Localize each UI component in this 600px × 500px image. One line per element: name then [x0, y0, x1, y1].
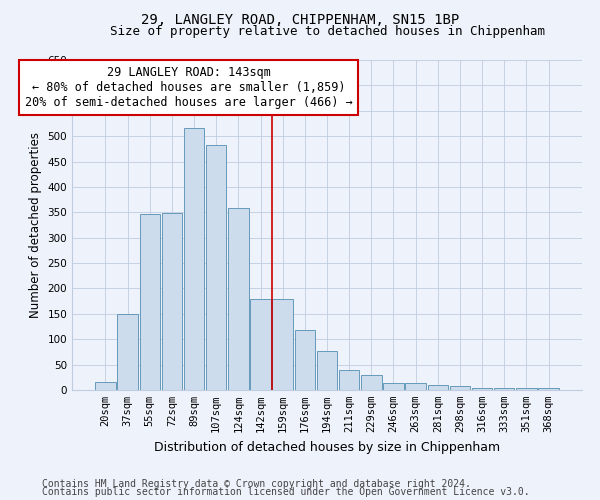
Bar [95, 382, 116, 390]
Text: Contains HM Land Registry data © Crown copyright and database right 2024.: Contains HM Land Registry data © Crown c… [42, 479, 471, 489]
Bar [295, 330, 315, 390]
Text: Contains public sector information licensed under the Open Government Licence v3: Contains public sector information licen… [42, 487, 530, 497]
Bar [317, 352, 337, 390]
Bar [538, 388, 559, 390]
Bar [472, 388, 493, 390]
Title: Size of property relative to detached houses in Chippenham: Size of property relative to detached ho… [110, 25, 545, 38]
Bar [450, 386, 470, 390]
Bar [184, 128, 204, 390]
Bar [383, 384, 404, 390]
X-axis label: Distribution of detached houses by size in Chippenham: Distribution of detached houses by size … [154, 440, 500, 454]
Bar [516, 388, 536, 390]
Text: 29, LANGLEY ROAD, CHIPPENHAM, SN15 1BP: 29, LANGLEY ROAD, CHIPPENHAM, SN15 1BP [141, 12, 459, 26]
Text: 29 LANGLEY ROAD: 143sqm
← 80% of detached houses are smaller (1,859)
20% of semi: 29 LANGLEY ROAD: 143sqm ← 80% of detache… [25, 66, 352, 109]
Y-axis label: Number of detached properties: Number of detached properties [29, 132, 42, 318]
Bar [250, 298, 271, 390]
Bar [494, 388, 514, 390]
Bar [161, 214, 182, 390]
Bar [140, 214, 160, 390]
Bar [406, 384, 426, 390]
Bar [428, 385, 448, 390]
Bar [272, 299, 293, 390]
Bar [206, 145, 226, 390]
Bar [339, 370, 359, 390]
Bar [228, 208, 248, 390]
Bar [118, 314, 138, 390]
Bar [361, 376, 382, 390]
